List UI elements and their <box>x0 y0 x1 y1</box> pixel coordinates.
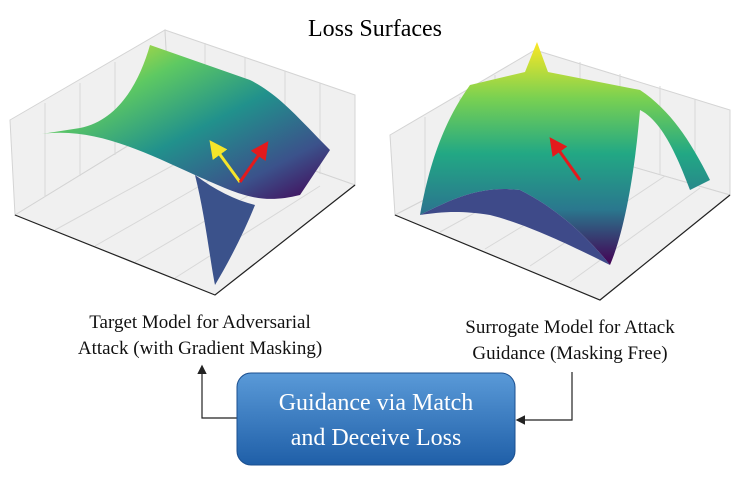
axis-edge <box>14 184 356 296</box>
left-label: Attack (with Gradient Masking) <box>78 338 322 359</box>
title: Loss Surfaces <box>308 16 442 42</box>
connector-arrow <box>515 372 573 425</box>
connector-arrow <box>197 364 237 419</box>
red-arrow <box>238 141 269 183</box>
left-label: Target Model for Adversarial <box>89 312 311 333</box>
red-arrow <box>549 137 582 181</box>
yellow-arrow <box>209 140 242 183</box>
guidance-text: and Deceive Loss <box>291 425 462 451</box>
guidance-box <box>236 372 516 466</box>
right-label: Surrogate Model for Attack <box>465 317 675 338</box>
guidance-text: Guidance via Match <box>279 390 474 416</box>
surface <box>420 189 610 265</box>
right-surface-plot <box>389 42 732 301</box>
left-surface-plot <box>9 29 357 296</box>
surface <box>195 175 255 285</box>
right-label: Guidance (Masking Free) <box>472 343 667 364</box>
axis-edge <box>394 194 731 301</box>
